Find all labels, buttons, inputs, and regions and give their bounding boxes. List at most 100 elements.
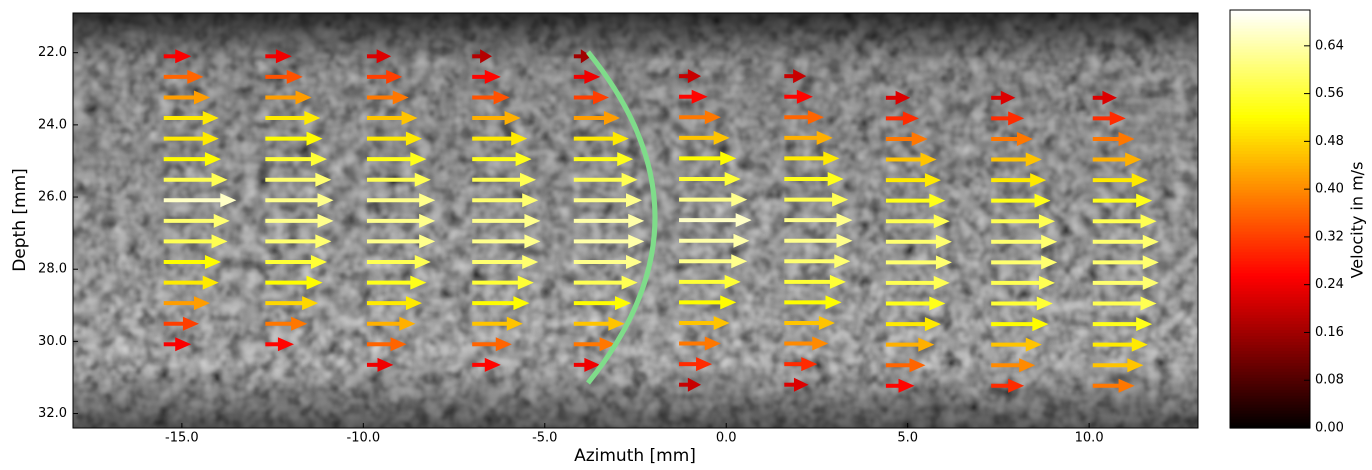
- arrow: [991, 131, 1033, 146]
- colorbar-band: [1230, 93, 1310, 98]
- arrow-head: [1102, 90, 1117, 105]
- colorbar-band: [1230, 422, 1310, 426]
- arrow-head: [175, 49, 192, 64]
- arrow-head: [827, 172, 844, 186]
- colorbar-band: [1230, 24, 1310, 29]
- arrow-head: [376, 49, 392, 64]
- arrow: [679, 69, 702, 84]
- colorbar-band: [1230, 425, 1310, 429]
- arrow-head: [202, 111, 219, 126]
- arrow: [163, 234, 228, 249]
- colorbar-band: [1230, 213, 1310, 217]
- x-tick-label: -10.0: [347, 431, 381, 446]
- colorbar-band: [1230, 219, 1310, 223]
- arrow-head: [517, 275, 534, 290]
- arrow: [784, 377, 809, 392]
- arrow-head: [480, 49, 492, 64]
- arrow-head: [401, 111, 418, 126]
- arrow: [366, 296, 422, 311]
- arrow: [1092, 193, 1153, 208]
- colorbar-tick-label: 0.00: [1315, 421, 1344, 436]
- arrow-head: [1025, 337, 1042, 352]
- arrow-head: [1038, 275, 1055, 290]
- colorbar-band: [1230, 21, 1310, 26]
- arrow-head: [524, 234, 541, 249]
- colorbar-band: [1230, 413, 1310, 417]
- colorbar-band: [1230, 63, 1310, 68]
- arrow-head: [193, 90, 210, 105]
- colorbar-band: [1230, 341, 1310, 345]
- colorbar-band: [1230, 165, 1310, 169]
- colorbar-band: [1230, 78, 1310, 83]
- arrow-head: [615, 296, 632, 311]
- arrow-head: [720, 151, 737, 166]
- arrow: [885, 358, 926, 373]
- colorbar-band: [1230, 272, 1310, 277]
- arrow-head: [306, 131, 323, 146]
- arrow: [573, 213, 645, 228]
- arrow-head: [405, 131, 422, 146]
- arrow-head: [696, 357, 713, 372]
- arrow-head: [386, 69, 403, 84]
- arrow-head: [924, 173, 941, 188]
- arrow: [784, 192, 849, 207]
- arrow: [163, 316, 199, 331]
- arrow: [573, 275, 638, 290]
- arrow: [265, 69, 303, 84]
- colorbar-band: [1230, 371, 1310, 375]
- arrow: [885, 317, 941, 332]
- arrow: [885, 296, 946, 311]
- arrow: [366, 193, 436, 208]
- arrow: [991, 358, 1036, 373]
- arrow: [265, 172, 332, 187]
- arrow-head: [1016, 131, 1033, 146]
- arrow: [991, 296, 1053, 311]
- colorbar-band: [1230, 150, 1310, 154]
- arrow-head: [829, 274, 846, 289]
- arrow-head: [1131, 173, 1148, 188]
- arrow: [1092, 337, 1148, 352]
- arrow: [472, 90, 510, 105]
- arrow: [472, 337, 512, 352]
- arrow: [679, 213, 752, 228]
- colorbar-band: [1230, 96, 1310, 101]
- arrow: [679, 377, 702, 392]
- arrow: [991, 90, 1016, 105]
- arrow-head: [504, 111, 521, 126]
- arrow: [265, 255, 327, 269]
- arrow-head: [628, 213, 645, 228]
- colorbar-band: [1230, 416, 1310, 420]
- arrow: [1092, 296, 1157, 311]
- arrow-head: [1142, 255, 1159, 270]
- arrow-head: [608, 316, 625, 331]
- colorbar-band: [1230, 383, 1310, 387]
- arrow-head: [506, 316, 523, 331]
- colorbar-band: [1230, 266, 1310, 271]
- arrow: [991, 275, 1055, 290]
- colorbar-band: [1230, 230, 1310, 235]
- colorbar-band: [1230, 335, 1310, 340]
- colorbar-band: [1230, 419, 1310, 423]
- arrow-head: [834, 254, 851, 269]
- arrow: [885, 275, 950, 290]
- colorbar-band: [1230, 216, 1310, 220]
- arrow-head: [933, 214, 950, 229]
- colorbar-band: [1230, 251, 1310, 256]
- arrow-head: [580, 49, 592, 64]
- arrow-head: [929, 193, 946, 208]
- arrow-head: [390, 337, 407, 352]
- arrow: [366, 234, 436, 249]
- colorbar-band: [1230, 12, 1310, 17]
- arrow-head: [1008, 378, 1025, 393]
- arrow-head: [704, 110, 721, 125]
- colorbar-band: [1230, 51, 1310, 56]
- colorbar-band: [1230, 305, 1310, 310]
- arrow: [991, 378, 1025, 393]
- arrow-head: [584, 69, 601, 84]
- colorbar-band: [1230, 221, 1310, 226]
- colorbar-band: [1230, 350, 1310, 354]
- colorbar-band: [1230, 353, 1310, 357]
- colorbar-band: [1230, 39, 1310, 44]
- arrow-head: [1036, 296, 1053, 311]
- colorbar-tick-label: 0.64: [1315, 38, 1344, 53]
